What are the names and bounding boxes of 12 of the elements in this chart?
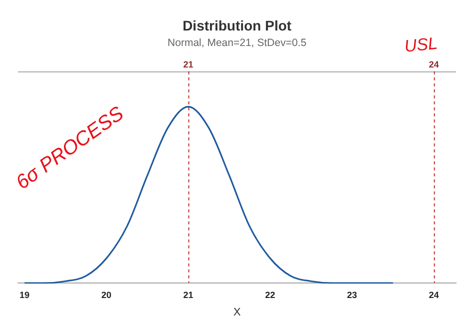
x-tick-label: 22 xyxy=(265,290,276,300)
ref-line-label: 21 xyxy=(183,59,194,70)
x-tick-label: 19 xyxy=(20,290,30,300)
x-tick-label: 23 xyxy=(347,290,358,300)
x-tick-label: 24 xyxy=(428,290,439,300)
chart-title: Distribution Plot xyxy=(182,17,292,34)
text: USL xyxy=(404,34,438,56)
ref-line-label: 24 xyxy=(428,59,439,70)
x-tick-label: 21 xyxy=(183,290,194,300)
chart-subtitle: Normal, Mean=21, StDev=0.5 xyxy=(168,36,307,49)
x-tick-label: 20 xyxy=(101,290,112,300)
x-axis-title: X xyxy=(233,306,242,318)
